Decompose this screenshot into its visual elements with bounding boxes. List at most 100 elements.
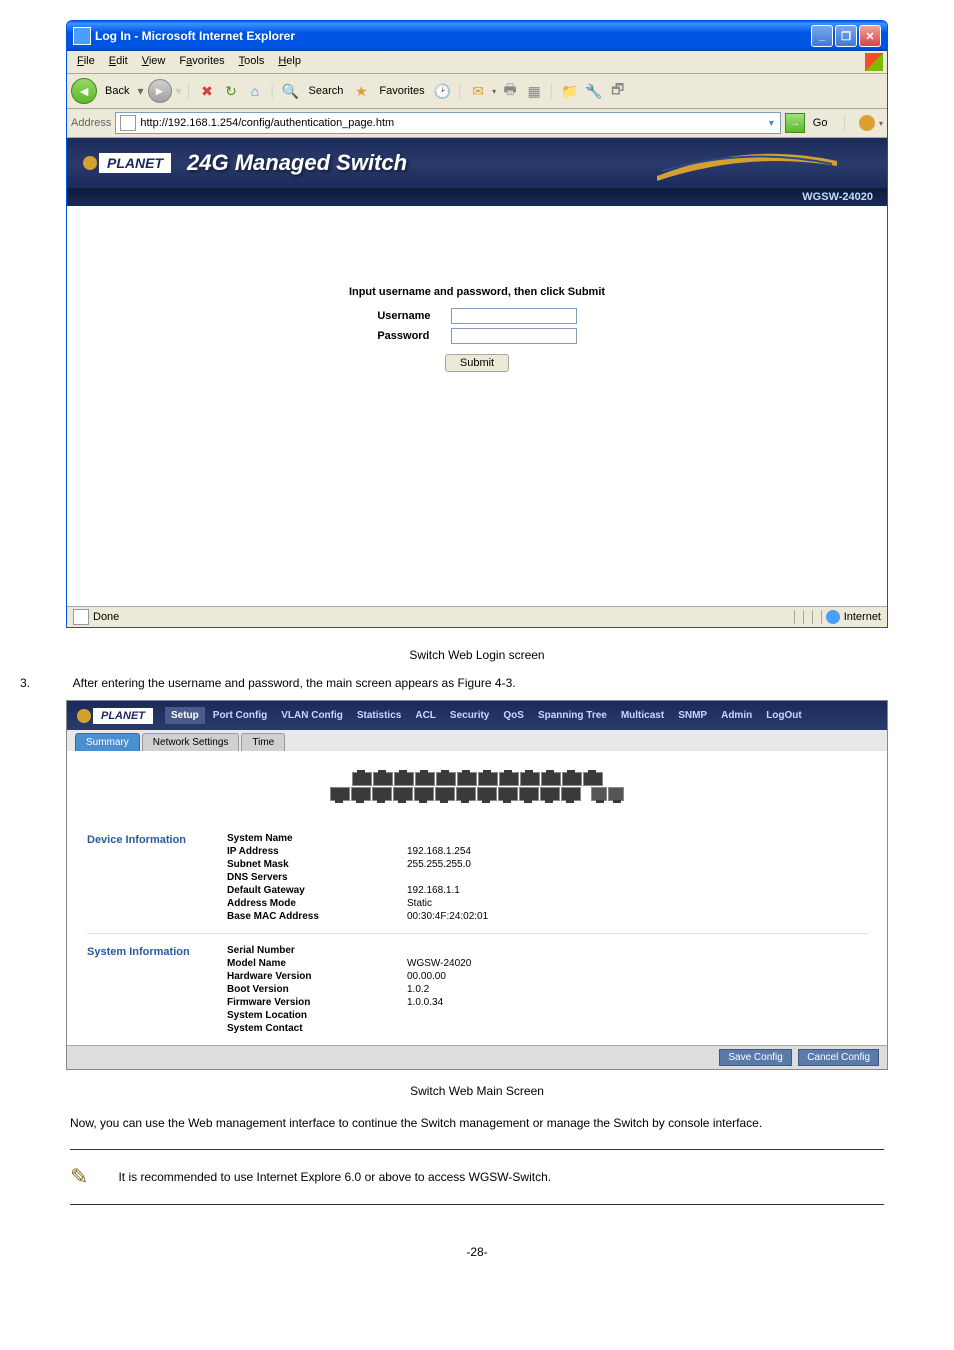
back-label[interactable]: Back (101, 83, 133, 99)
port[interactable] (478, 772, 498, 786)
pencil-icon: ✎ (70, 1164, 88, 1190)
menu-edit[interactable]: Edit (103, 53, 134, 71)
port[interactable] (352, 772, 372, 786)
port-sfp[interactable] (608, 787, 624, 801)
addon-icon[interactable] (859, 115, 875, 131)
address-input[interactable]: http://192.168.1.254/config/authenticati… (115, 112, 780, 134)
port[interactable] (561, 787, 581, 801)
tool2-icon[interactable]: 🗗 (608, 81, 628, 101)
model-bar: WGSW-24020 (67, 188, 887, 206)
username-input[interactable] (451, 308, 577, 324)
tab-network-settings[interactable]: Network Settings (142, 733, 240, 751)
forward-button[interactable]: ► (148, 79, 172, 103)
info-row: Address ModeStatic (227, 897, 867, 910)
info-key: Serial Number (227, 945, 407, 956)
go-button[interactable]: → (785, 113, 805, 133)
search-icon[interactable]: 🔍 (281, 81, 301, 101)
port[interactable] (330, 787, 350, 801)
info-value: WGSW-24020 (407, 958, 867, 969)
refresh-icon[interactable]: ↻ (221, 81, 241, 101)
search-label[interactable]: Search (305, 83, 348, 99)
print-icon[interactable]: 🖶 (500, 81, 520, 101)
cancel-config-button[interactable]: Cancel Config (798, 1049, 879, 1066)
home-icon[interactable]: ⌂ (245, 81, 265, 101)
nav-acl[interactable]: ACL (409, 707, 442, 724)
content-area: PLANET 24G Managed Switch WGSW-24020 Inp… (67, 138, 887, 606)
edit-icon[interactable]: ▦ (524, 81, 544, 101)
port[interactable] (477, 787, 497, 801)
folder-icon[interactable]: 📁 (560, 81, 580, 101)
nav-logout[interactable]: LogOut (760, 707, 808, 724)
port[interactable] (414, 787, 434, 801)
menu-file[interactable]: File (71, 53, 101, 71)
info-value (407, 1023, 867, 1034)
note-box: ✎ It is recommended to use Internet Expl… (70, 1149, 884, 1205)
maximize-button[interactable]: ❐ (835, 25, 857, 47)
info-value: Static (407, 898, 867, 909)
nav-qos[interactable]: QoS (497, 707, 530, 724)
minimize-button[interactable]: _ (811, 25, 833, 47)
port[interactable] (583, 772, 603, 786)
nav-snmp[interactable]: SNMP (672, 707, 713, 724)
port[interactable] (394, 772, 414, 786)
port[interactable] (393, 787, 413, 801)
port[interactable] (415, 772, 435, 786)
info-value (407, 945, 867, 956)
address-label: Address (71, 117, 111, 129)
save-config-button[interactable]: Save Config (719, 1049, 791, 1066)
tab-time[interactable]: Time (241, 733, 285, 751)
info-key: System Name (227, 833, 407, 844)
port[interactable] (372, 787, 392, 801)
back-button[interactable]: ◄ (71, 78, 97, 104)
favorites-label[interactable]: Favorites (375, 83, 428, 99)
history-icon[interactable]: 🕑 (433, 81, 453, 101)
port[interactable] (499, 772, 519, 786)
submit-button[interactable]: Submit (445, 354, 509, 372)
mail-icon[interactable]: ✉ (468, 81, 488, 101)
stop-icon[interactable]: ✖ (197, 81, 217, 101)
menu-help[interactable]: Help (272, 53, 307, 71)
port[interactable] (498, 787, 518, 801)
info-row: Subnet Mask255.255.255.0 (227, 858, 867, 871)
port[interactable] (435, 787, 455, 801)
nav-port-config[interactable]: Port Config (207, 707, 273, 724)
window-title: Log In - Microsoft Internet Explorer (95, 29, 811, 43)
menu-favorites[interactable]: Favorites (173, 53, 230, 71)
go-label[interactable]: Go (809, 115, 832, 131)
planet-header: PLANET 24G Managed Switch (67, 138, 887, 188)
port[interactable] (436, 772, 456, 786)
port[interactable] (540, 787, 560, 801)
info-row: Default Gateway192.168.1.1 (227, 884, 867, 897)
body-text: Now, you can use the Web management inte… (70, 1112, 884, 1135)
info-row: System Location (227, 1009, 867, 1022)
port[interactable] (520, 772, 540, 786)
info-value: 1.0.0.34 (407, 997, 867, 1008)
info-row: Firmware Version1.0.0.34 (227, 996, 867, 1009)
port-sfp[interactable] (591, 787, 607, 801)
port[interactable] (519, 787, 539, 801)
nav-security[interactable]: Security (444, 707, 495, 724)
statusbar: Done Internet (67, 606, 887, 627)
port[interactable] (457, 772, 477, 786)
close-button[interactable]: ✕ (859, 25, 881, 47)
nav-spanning-tree[interactable]: Spanning Tree (532, 707, 613, 724)
nav-vlan-config[interactable]: VLAN Config (275, 707, 349, 724)
section-system-information: System Information (87, 944, 227, 1035)
password-input[interactable] (451, 328, 577, 344)
port[interactable] (562, 772, 582, 786)
port[interactable] (456, 787, 476, 801)
nav-setup[interactable]: Setup (165, 707, 205, 724)
tab-summary[interactable]: Summary (75, 733, 140, 751)
info-value (407, 872, 867, 883)
port[interactable] (373, 772, 393, 786)
port[interactable] (541, 772, 561, 786)
favorites-icon[interactable]: ★ (351, 81, 371, 101)
nav-multicast[interactable]: Multicast (615, 707, 670, 724)
port[interactable] (351, 787, 371, 801)
menu-tools[interactable]: Tools (233, 53, 271, 71)
nav-statistics[interactable]: Statistics (351, 707, 407, 724)
info-key: IP Address (227, 846, 407, 857)
nav-admin[interactable]: Admin (715, 707, 758, 724)
menu-view[interactable]: View (136, 53, 172, 71)
tool-icon[interactable]: 🔧 (584, 81, 604, 101)
